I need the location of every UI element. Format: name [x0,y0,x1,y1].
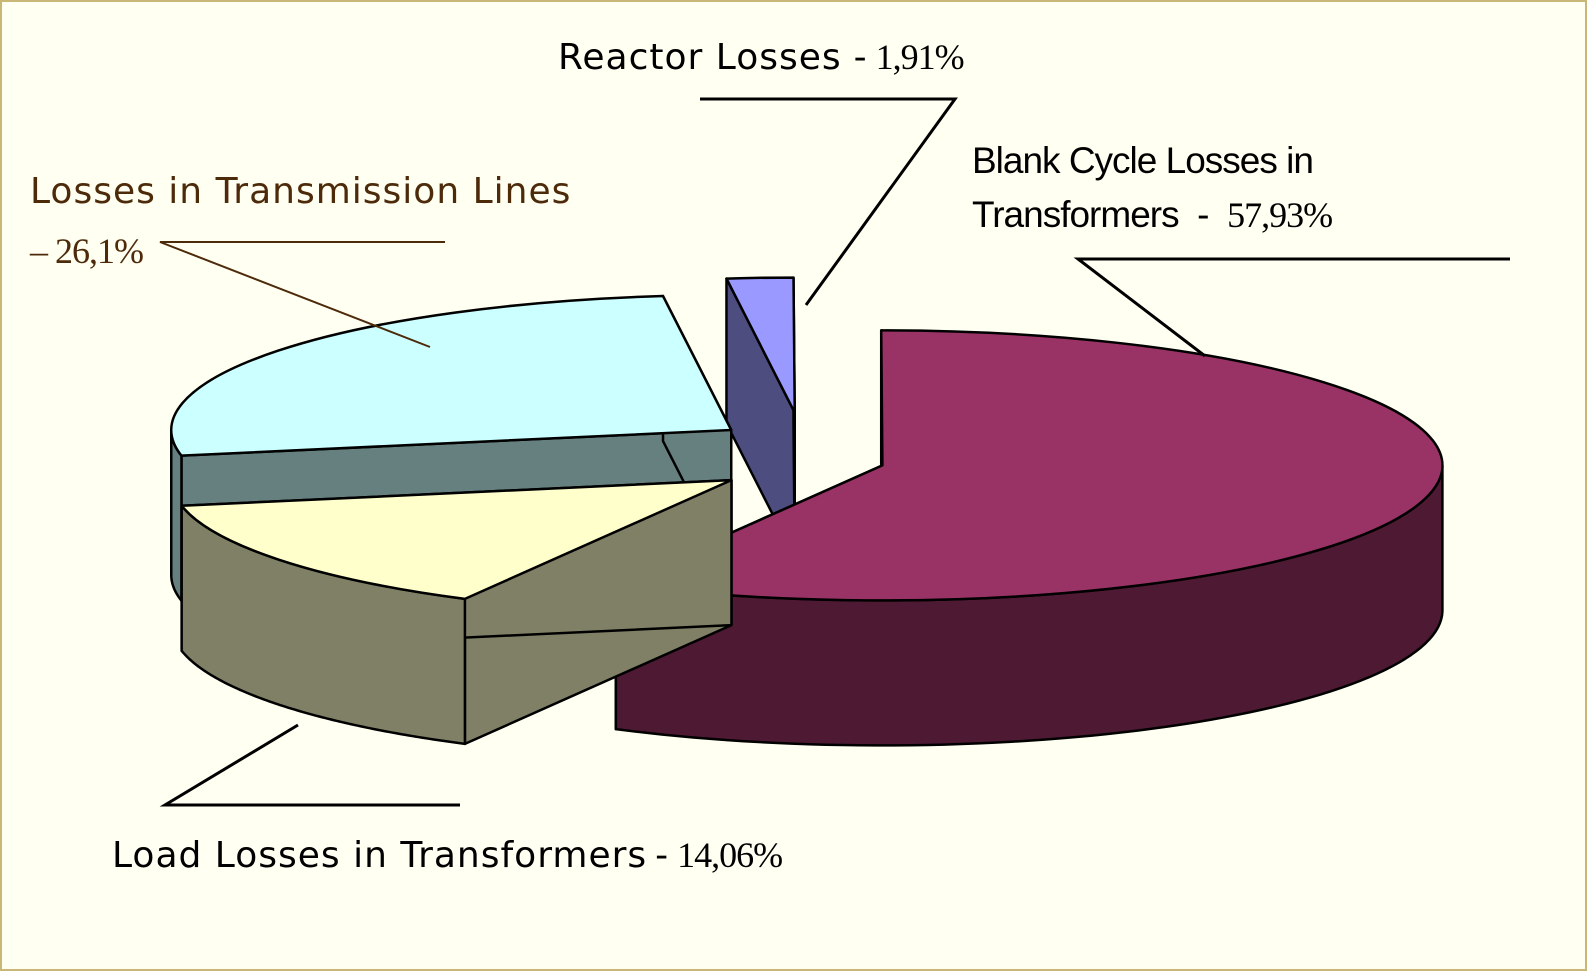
leader-line [700,97,958,306]
separator: - [1197,194,1209,235]
leader-line [159,723,460,807]
leader-line [159,241,445,348]
slice-label: Losses in Transmission Lines – 26,1% [30,166,571,285]
leader-lines [159,97,1510,807]
value-label: 57,93% [1227,195,1333,235]
value-label: 1,91% [875,37,965,77]
pie [170,276,1444,747]
value-label: 14,06% [677,835,783,875]
pie-slice [180,478,733,746]
slice-top [614,329,1444,602]
slice-label: Blank Cycle Losses in Transformers - 57,… [972,134,1392,242]
slice-top [180,478,733,601]
slice-label: Reactor Losses - 1,91% [558,36,965,78]
category-label: Blank Cycle Losses in Transformers [972,140,1314,235]
leader-line [1073,257,1510,358]
category-label: Losses in Transmission Lines [30,171,572,212]
pie-slice [725,276,796,559]
separator: - [655,835,670,876]
separator: – [30,231,48,271]
separator: - [853,37,868,78]
value-label: 26,1% [55,231,144,271]
slice-label: Load Losses in Transformers - 14,06% [112,834,783,876]
slice-top [170,294,733,457]
slice-top [725,276,796,414]
pie-slice [614,329,1444,747]
category-label: Reactor Losses [558,37,842,78]
category-label: Load Losses in Transformers [112,835,648,876]
